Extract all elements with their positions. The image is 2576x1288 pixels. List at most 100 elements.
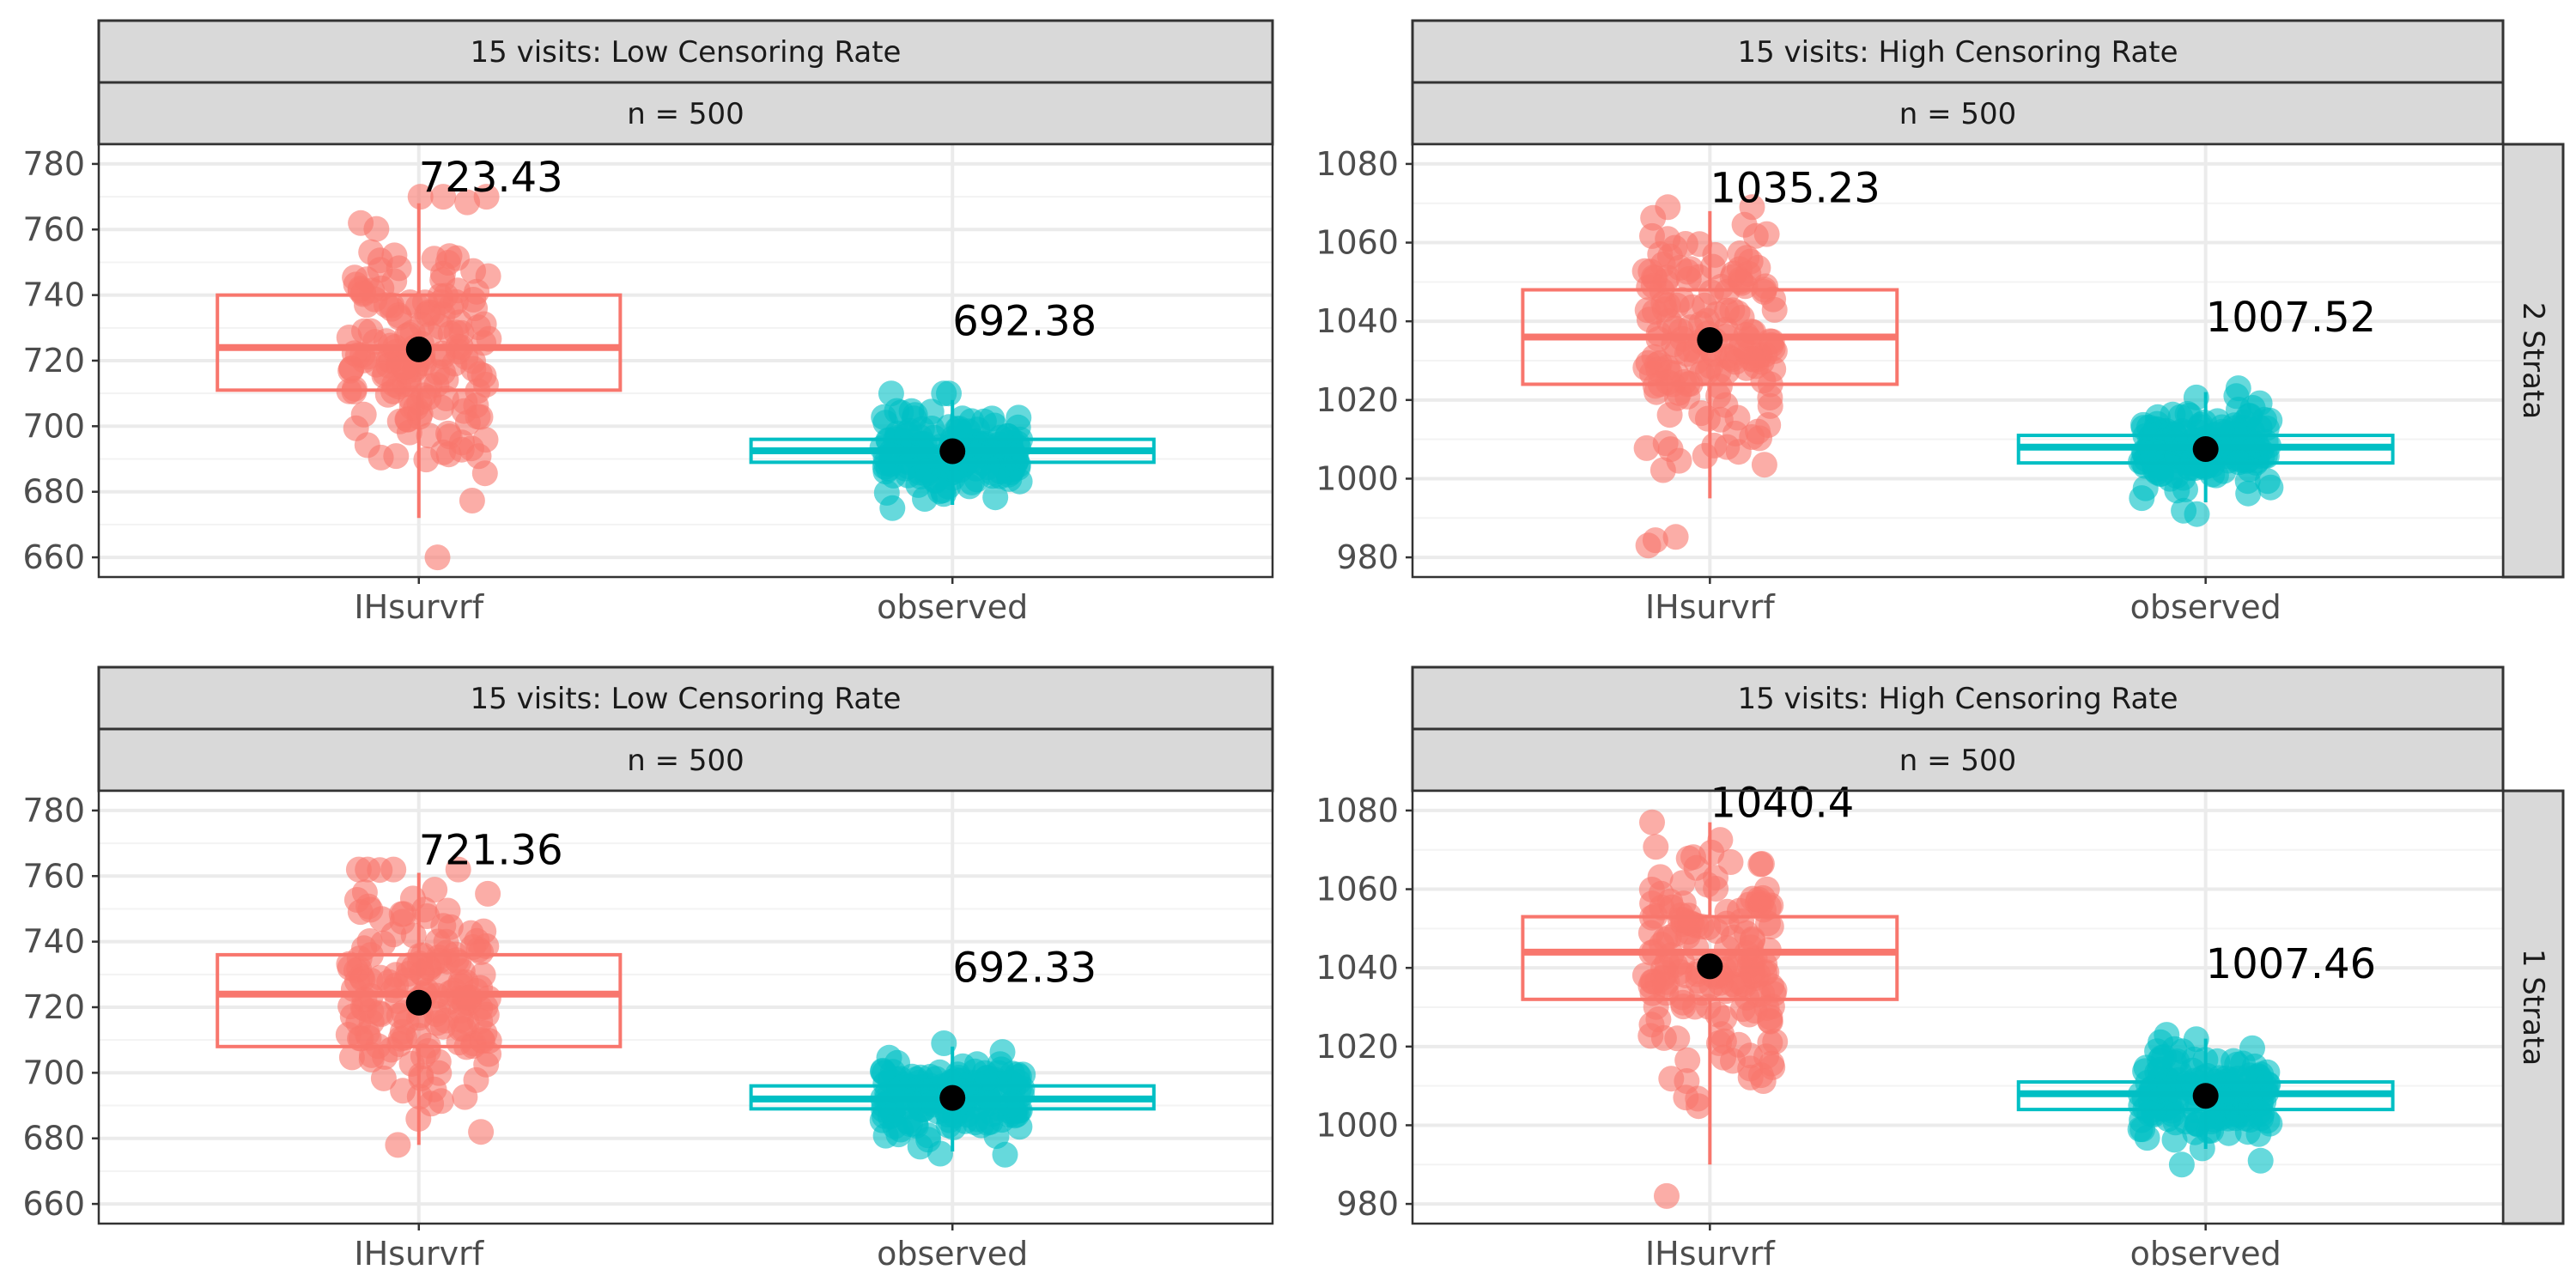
jitter-point [407, 184, 434, 210]
jitter-point [1710, 1044, 1736, 1071]
jitter-point [424, 1010, 451, 1036]
jitter-point [2257, 474, 2284, 501]
mean-value-label: 721.36 [419, 827, 563, 875]
jitter-point [1655, 194, 1681, 221]
jitter-point [350, 401, 377, 428]
jitter-point [1761, 296, 1788, 323]
mean-value-label: 723.43 [419, 154, 563, 202]
x-tick-label: observed [877, 588, 1028, 626]
facet-panel-3: 15 visits: Low Censoring Rate n = 500 660 6… [22, 665, 1274, 1273]
jitter-point [429, 340, 456, 367]
jitter-point [1005, 434, 1032, 461]
jitter-point [1707, 827, 1734, 854]
jitter-point [2183, 384, 2209, 410]
jitter-point [1689, 980, 1716, 1006]
y-tick-label: 1060 [1315, 871, 1399, 908]
jitter-point [454, 189, 481, 216]
y-tick-label: 780 [22, 145, 85, 183]
jitter-point [460, 348, 486, 374]
y-tick-label: 780 [22, 792, 85, 829]
y-tick-label: 680 [22, 1120, 85, 1157]
jitter-point [415, 1038, 441, 1064]
y-tick-label: 740 [22, 276, 85, 314]
facet-strip-row-label: 1 Strata [2516, 949, 2550, 1066]
jitter-point [1717, 849, 1744, 875]
y-tick-label: 700 [22, 407, 85, 445]
jitter-point [2235, 447, 2262, 473]
jitter-point [419, 300, 446, 326]
jitter-point [1666, 447, 1692, 474]
jitter-point [1668, 318, 1694, 344]
jitter-point [344, 968, 370, 994]
jitter-point [349, 342, 376, 368]
y-tick-label: 700 [22, 1054, 85, 1091]
facet-strip-sample-size [97, 81, 1274, 146]
mean-point [2192, 1083, 2219, 1109]
jitter-point [476, 1041, 502, 1067]
jitter-point [358, 239, 385, 265]
y-tick-label: 1000 [1315, 459, 1399, 497]
jitter-point [2200, 1106, 2227, 1133]
boxplot-observed: 692.33 [749, 945, 1156, 1168]
facet-strip-sample-size-label: n = 500 [627, 744, 744, 778]
jitter-point [1757, 392, 1783, 419]
jitter-point [1631, 962, 1658, 988]
jitter-point [471, 311, 497, 337]
jitter-point [989, 1039, 1016, 1066]
mean-point [1697, 953, 1723, 980]
y-tick-label: 1000 [1315, 1106, 1399, 1144]
jitter-point [459, 934, 486, 960]
jitter-point [355, 856, 381, 883]
jitter-point [872, 1122, 899, 1149]
jitter-point [2247, 1147, 2274, 1174]
jitter-point [442, 289, 469, 315]
jitter-point [1727, 240, 1753, 266]
mean-point [405, 336, 432, 362]
jitter-point [427, 967, 453, 993]
facet-strip-column [97, 19, 1274, 84]
boxplot-IHsurvrf: 1035.23 [1521, 164, 1899, 559]
mean-point [1697, 327, 1723, 354]
jitter-point [1631, 258, 1658, 284]
facet-strip-column [97, 665, 1274, 731]
jitter-point [1744, 981, 1771, 1008]
jitter-point [370, 1065, 397, 1091]
facet-strip-sample-size-label: n = 500 [1899, 97, 2017, 131]
jitter-point [359, 277, 386, 304]
y-tick-label: 660 [22, 1185, 85, 1223]
facet-strip-column [1411, 19, 2505, 84]
jitter-point [2162, 1109, 2189, 1136]
jitter-point [996, 465, 1023, 492]
jitter-point [1679, 294, 1705, 320]
y-tick-label: 980 [1336, 1185, 1399, 1223]
jitter-point [2239, 1066, 2265, 1092]
x-tick-label: observed [2130, 1235, 2281, 1273]
jitter-point [2150, 1075, 2176, 1102]
mean-value-label: 1035.23 [1710, 164, 1880, 212]
boxplot-observed: 1007.46 [2016, 940, 2395, 1178]
jitter-point [1658, 1066, 1685, 1092]
jitter-point [2142, 422, 2168, 448]
x-tick-label: IHsurvrf [354, 588, 484, 626]
jitter-point [1725, 951, 1752, 977]
jitter-point [1709, 1021, 1735, 1048]
jitter-point [2173, 449, 2200, 475]
mean-point [939, 1084, 966, 1111]
jitter-point [1750, 896, 1777, 923]
facet-strip-sample-size-label: n = 500 [1899, 744, 2017, 778]
jitter-point [1638, 904, 1665, 931]
plot-border [97, 789, 1274, 1225]
mean-point [939, 438, 966, 465]
x-tick-label: IHsurvrf [1645, 588, 1776, 626]
plot-border [97, 143, 1274, 579]
jitter-point [1633, 434, 1660, 461]
jitter-point [475, 880, 501, 907]
jitter-point [1759, 1054, 1786, 1080]
jitter-point [1747, 425, 1772, 452]
jitter-point [927, 1140, 953, 1167]
jitter-point [909, 439, 936, 465]
jitter-point [2129, 1107, 2155, 1133]
y-tick-label: 1020 [1315, 1028, 1399, 1066]
facet-strip-column-label: 15 visits: High Censoring Rate [1737, 35, 2178, 70]
jitter-point [1645, 1006, 1672, 1033]
